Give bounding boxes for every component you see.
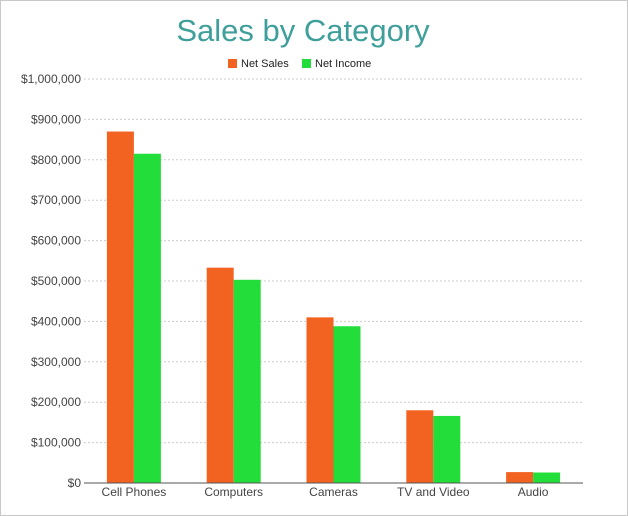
y-tick-label: $400,000 — [31, 314, 81, 328]
bar-net-income-cameras — [333, 326, 361, 483]
legend-swatch-net-income — [302, 59, 311, 68]
x-tick-label: Cameras — [309, 485, 358, 499]
y-tick-label: $500,000 — [31, 274, 81, 288]
y-tick-label: $600,000 — [31, 234, 81, 248]
y-tick-label: $900,000 — [31, 112, 81, 126]
y-tick-label: $100,000 — [31, 436, 81, 450]
y-tick-label: $800,000 — [31, 153, 81, 167]
x-tick-label: Audio — [518, 485, 549, 499]
bar-net-income-cell-phones — [133, 153, 161, 484]
y-tick-label: $700,000 — [31, 193, 81, 207]
y-axis-ticks: $0 $100,000 $200,000 $300,000 $400,000 $500,0… — [21, 72, 81, 490]
bar-net-income-computers — [233, 279, 261, 483]
bar-net-sales-tv-and-video — [406, 410, 434, 483]
legend-label-net-sales: Net Sales — [241, 58, 289, 70]
y-tick-label: $200,000 — [31, 395, 81, 409]
y-tick-label: $300,000 — [31, 355, 81, 369]
y-tick-label: $1,000,000 — [21, 72, 81, 86]
bar-net-sales-cell-phones — [106, 131, 134, 483]
legend-swatch-net-sales — [228, 59, 237, 68]
x-tick-label: Computers — [204, 485, 263, 499]
bars — [106, 131, 561, 484]
x-tick-label: Cell Phones — [102, 485, 167, 499]
bar-net-income-tv-and-video — [433, 415, 461, 483]
y-tick-label: $0 — [68, 476, 82, 490]
chart-title: Sales by Category — [176, 13, 430, 48]
legend-label-net-income: Net Income — [315, 58, 371, 70]
bar-net-income-audio — [533, 472, 561, 483]
bar-net-sales-computers — [206, 267, 234, 483]
x-tick-label: TV and Video — [397, 485, 470, 499]
bar-net-sales-cameras — [306, 317, 334, 483]
legend: Net Sales Net Income — [228, 58, 371, 70]
x-axis-ticks: Cell Phones Computers Cameras TV and Video A… — [102, 485, 549, 499]
bar-net-sales-audio — [506, 472, 534, 483]
